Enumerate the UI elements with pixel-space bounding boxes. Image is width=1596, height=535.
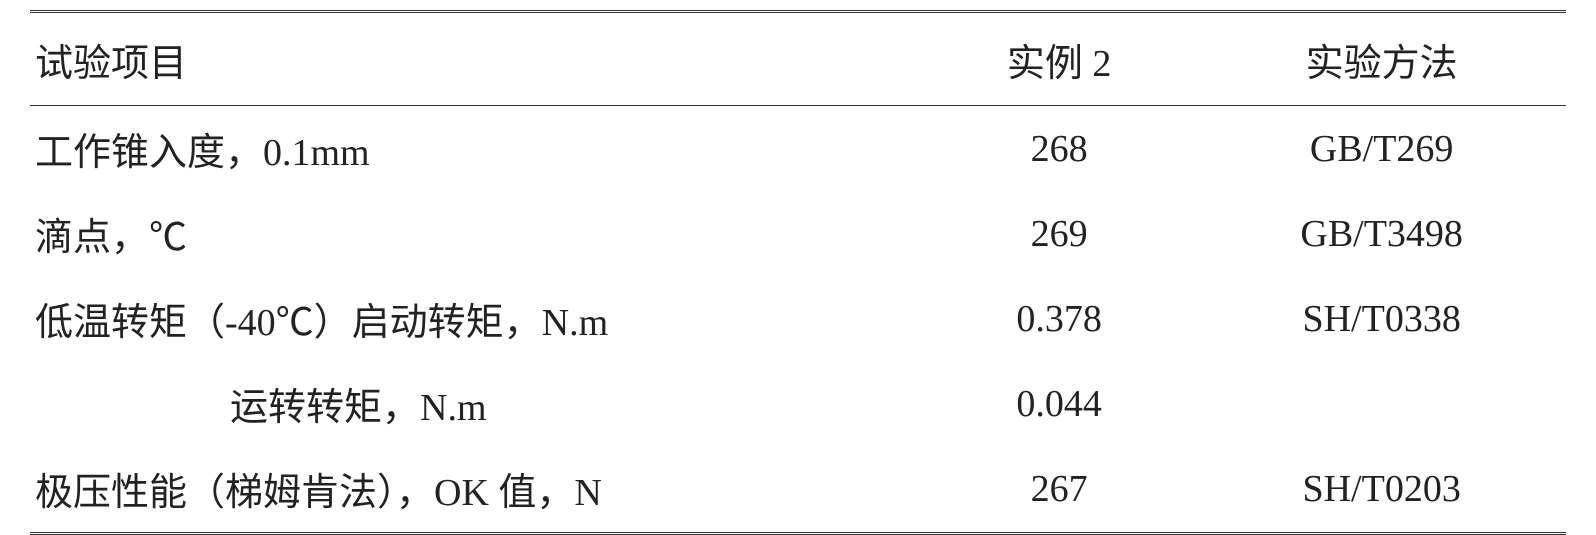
cell-value: 269 bbox=[921, 212, 1197, 256]
table-header-row: 试验项目 实例 2 实验方法 bbox=[30, 14, 1566, 106]
cell-item: 滴点，℃ bbox=[30, 206, 921, 261]
cell-value: 267 bbox=[921, 467, 1197, 511]
table-row: 工作锥入度，0.1mm 268 GB/T269 bbox=[30, 106, 1566, 191]
table-row: 运转转矩，N.m 0.044 bbox=[30, 361, 1566, 446]
cell-item: 低温转矩（-40℃）启动转矩，N.m bbox=[30, 291, 921, 346]
cell-item: 极压性能（梯姆肯法），OK 值，N bbox=[30, 461, 921, 516]
cell-value: 0.044 bbox=[921, 382, 1197, 426]
table-row: 滴点，℃ 269 GB/T3498 bbox=[30, 191, 1566, 276]
cell-value: 0.378 bbox=[921, 297, 1197, 341]
header-item: 试验项目 bbox=[30, 32, 921, 87]
cell-item: 工作锥入度，0.1mm bbox=[30, 121, 921, 176]
table-row: 低温转矩（-40℃）启动转矩，N.m 0.378 SH/T0338 bbox=[30, 276, 1566, 361]
header-method: 实验方法 bbox=[1197, 32, 1566, 87]
header-value: 实例 2 bbox=[921, 32, 1197, 87]
table-bottom-border bbox=[30, 531, 1566, 535]
table-row: 极压性能（梯姆肯法），OK 值，N 267 SH/T0203 bbox=[30, 446, 1566, 531]
cell-value: 268 bbox=[921, 127, 1197, 171]
cell-method: SH/T0338 bbox=[1197, 297, 1566, 341]
cell-method: GB/T269 bbox=[1197, 127, 1566, 171]
data-table: 试验项目 实例 2 实验方法 工作锥入度，0.1mm 268 GB/T269 滴… bbox=[30, 10, 1566, 535]
cell-method: SH/T0203 bbox=[1197, 467, 1566, 511]
cell-method: GB/T3498 bbox=[1197, 212, 1566, 256]
cell-item-indented: 运转转矩，N.m bbox=[30, 376, 921, 431]
